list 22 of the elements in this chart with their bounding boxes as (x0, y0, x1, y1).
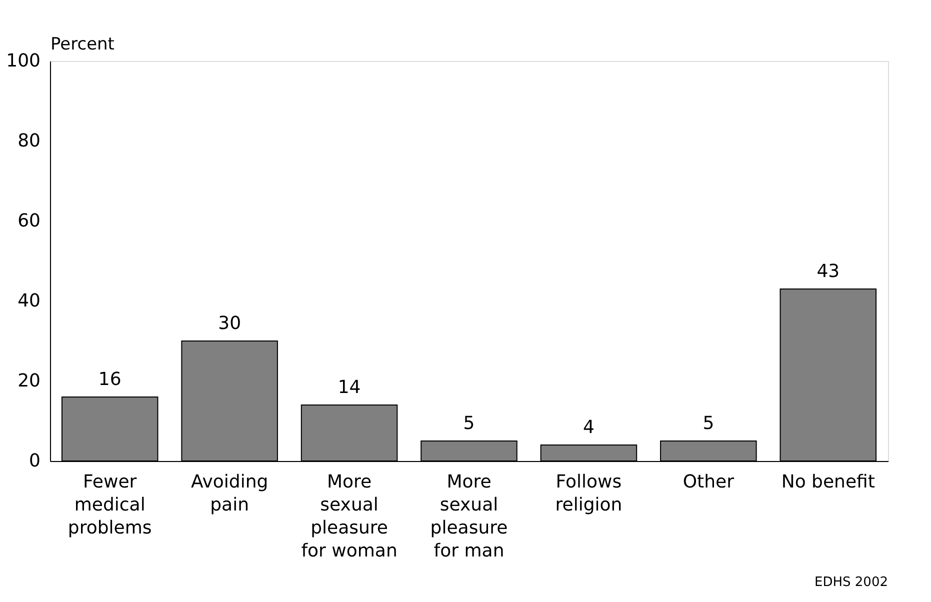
x-tick-label: Other (682, 472, 735, 492)
x-tick-label: Follows religion (555, 472, 622, 516)
data-label: 16 (98, 369, 122, 390)
text: EDHS 2002 (814, 575, 888, 590)
x-tick-label: Fewer medical problems (68, 472, 152, 538)
x-tick-label: Avoiding pain (190, 472, 268, 516)
data-label: 30 (218, 313, 242, 334)
data-label: 5 (702, 413, 714, 434)
y-tick-label: 80 (18, 130, 40, 152)
x-tick-label: More sexual pleasure for woman (301, 472, 398, 562)
y-tick-label: 20 (18, 370, 40, 392)
x-tick-label: No benefit (781, 472, 875, 492)
y-axis-title: Percent (50, 34, 115, 54)
data-label: 5 (463, 413, 475, 434)
x-tick-label: More sexual pleasure for man (430, 472, 508, 562)
y-tick-label: 0 (29, 450, 40, 472)
y-tick-label: 60 (18, 210, 40, 232)
data-label: 43 (816, 261, 840, 282)
data-label: 14 (338, 377, 361, 398)
y-tick-label: 100 (6, 50, 40, 72)
y-tick-label: 40 (18, 290, 40, 312)
data-label: 4 (582, 417, 594, 438)
